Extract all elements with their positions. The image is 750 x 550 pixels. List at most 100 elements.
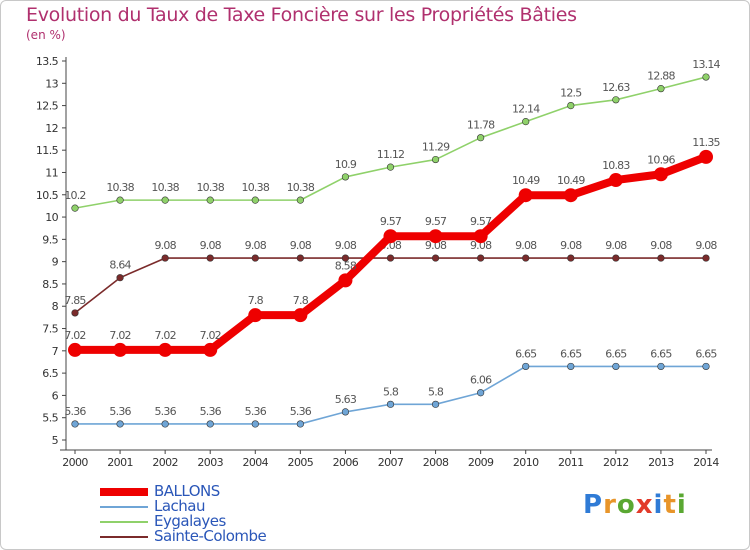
- data-point: [116, 274, 124, 282]
- data-point: [293, 308, 308, 323]
- legend-swatch: [100, 536, 148, 538]
- data-label: 10.38: [196, 181, 224, 194]
- data-point: [341, 173, 350, 181]
- data-point: [612, 362, 620, 371]
- data-point: [431, 155, 440, 164]
- data-label: 9.08: [695, 239, 717, 252]
- data-label: 6.65: [695, 347, 717, 360]
- data-label: 6.06: [470, 374, 492, 387]
- legend: BALLONS Lachau Eygalayes Sainte-Colombe: [100, 482, 360, 545]
- data-label: 6.65: [605, 347, 627, 360]
- data-point: [477, 254, 485, 262]
- data-point: [251, 420, 259, 428]
- data-label: 10.2: [64, 189, 85, 202]
- legend-item-lachau: Lachau: [100, 497, 360, 515]
- data-point: [296, 420, 304, 428]
- data-point: [428, 229, 443, 244]
- legend-item-ballons: BALLONS: [100, 482, 360, 500]
- data-point: [248, 308, 263, 323]
- data-label: 7.02: [200, 329, 221, 342]
- y-tick-label: 9.5: [42, 233, 58, 246]
- x-tick-label: 2006: [333, 456, 359, 469]
- data-point: [522, 118, 530, 126]
- data-label: 12.14: [512, 103, 540, 116]
- data-point: [296, 254, 304, 262]
- data-label: 9.57: [380, 215, 402, 228]
- data-point: [161, 420, 169, 428]
- data-point: [431, 400, 440, 408]
- data-label: 7.8: [293, 294, 309, 307]
- data-point: [341, 408, 350, 416]
- data-point: [608, 173, 623, 188]
- data-label: 10.49: [512, 174, 540, 187]
- data-point: [567, 101, 575, 110]
- y-tick-label: 10.5: [36, 189, 59, 202]
- data-label: 10.83: [602, 159, 630, 172]
- data-label: 5.36: [200, 405, 222, 418]
- legend-label: Sainte-Colombe: [154, 527, 267, 545]
- series-line-sainte-colombe: [74, 257, 707, 314]
- data-label: 10.38: [106, 181, 134, 194]
- data-point: [386, 163, 395, 171]
- data-point: [71, 420, 79, 428]
- data-label: 10.38: [287, 181, 315, 194]
- chart-title: Evolution du Taux de Taxe Foncière sur l…: [26, 4, 577, 26]
- data-label: 5.36: [245, 405, 267, 418]
- x-tick-label: 2009: [468, 456, 494, 469]
- legend-item-sainte-colombe: Sainte-Colombe: [100, 527, 360, 545]
- legend-label: BALLONS: [154, 482, 220, 500]
- data-label: 7.02: [154, 329, 175, 342]
- x-tick-label: 2013: [648, 456, 674, 469]
- y-tick-label: 8: [52, 300, 59, 313]
- legend-label: Lachau: [154, 497, 206, 515]
- data-point: [518, 188, 533, 203]
- y-tick-label: 6: [52, 389, 59, 402]
- y-tick-label: 10: [45, 211, 58, 224]
- y-tick-label: 9: [52, 256, 59, 269]
- data-label: 9.08: [650, 239, 672, 252]
- legend-swatch: [100, 521, 148, 523]
- data-point: [657, 362, 665, 371]
- data-label: 11.12: [377, 148, 405, 161]
- data-label: 7.8: [248, 294, 264, 307]
- data-label: 11.29: [422, 141, 450, 154]
- x-tick-label: 2003: [197, 456, 223, 469]
- data-label: 5.8: [383, 385, 399, 398]
- data-point: [699, 149, 713, 164]
- data-label: 7.02: [109, 329, 130, 342]
- data-point: [653, 167, 668, 182]
- legend-swatch: [100, 506, 148, 508]
- proxiti-logo: Proxiti: [583, 490, 687, 520]
- y-tick-label: 11.5: [36, 144, 59, 157]
- data-label: 9.08: [470, 239, 492, 252]
- chart-unit: (en %): [26, 28, 66, 42]
- data-point: [473, 229, 488, 244]
- y-tick-label: 11: [45, 166, 58, 179]
- x-tick-label: 2008: [423, 456, 449, 469]
- x-tick-label: 2012: [603, 456, 629, 469]
- x-tick-label: 2011: [558, 456, 584, 469]
- data-point: [161, 196, 169, 204]
- data-label: 9.08: [560, 239, 582, 252]
- data-label: 5.36: [290, 405, 312, 418]
- data-point: [383, 229, 398, 244]
- data-label: 6.65: [560, 347, 582, 360]
- data-point: [522, 254, 530, 262]
- x-tick-label: 2010: [513, 456, 539, 469]
- x-tick-label: 2014: [693, 456, 719, 469]
- data-point: [71, 204, 79, 212]
- data-label: 13.14: [692, 58, 720, 71]
- y-tick-label: 8.5: [42, 278, 58, 291]
- x-tick-label: 2001: [107, 456, 133, 469]
- legend-label: Eygalayes: [154, 512, 226, 530]
- data-point: [68, 342, 82, 357]
- data-point: [567, 254, 575, 262]
- data-point: [206, 254, 214, 262]
- y-tick-label: 6.5: [42, 367, 58, 380]
- data-point: [477, 389, 485, 397]
- data-point: [386, 400, 395, 408]
- data-point: [116, 196, 124, 204]
- data-label: 5.36: [109, 405, 131, 418]
- data-point: [477, 134, 485, 142]
- data-point: [296, 196, 304, 204]
